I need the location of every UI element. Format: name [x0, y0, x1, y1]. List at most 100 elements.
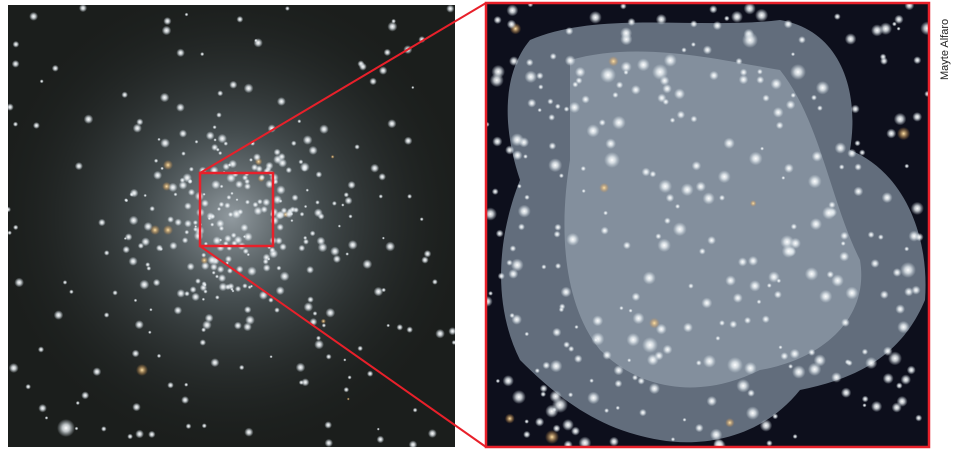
star — [813, 354, 826, 367]
star — [275, 286, 285, 296]
star — [896, 382, 903, 390]
star — [276, 97, 286, 106]
star — [136, 364, 148, 376]
star — [370, 163, 380, 173]
star — [211, 270, 216, 275]
star — [301, 378, 310, 387]
star — [199, 339, 207, 346]
star — [826, 270, 834, 279]
star — [554, 103, 561, 110]
star — [325, 307, 336, 318]
star — [712, 21, 722, 31]
star — [615, 81, 624, 89]
core-glow — [564, 51, 862, 388]
star — [632, 312, 645, 325]
star — [840, 231, 849, 240]
star — [535, 417, 545, 427]
star — [215, 295, 220, 300]
star — [701, 297, 713, 309]
star — [865, 356, 878, 370]
star — [174, 218, 182, 227]
star — [558, 306, 565, 313]
star — [675, 203, 681, 209]
star — [207, 255, 217, 265]
star — [53, 310, 64, 320]
star — [244, 182, 251, 190]
star — [83, 114, 94, 124]
star — [315, 171, 323, 178]
star — [781, 175, 786, 180]
star — [357, 345, 364, 352]
star — [103, 250, 110, 256]
star — [252, 201, 259, 208]
star — [51, 64, 59, 72]
star — [762, 94, 770, 102]
star — [218, 282, 228, 292]
star — [511, 390, 526, 404]
star — [879, 290, 889, 300]
zoom-image — [486, 3, 929, 447]
star — [833, 13, 841, 20]
star — [715, 335, 721, 341]
star — [822, 206, 836, 220]
stars — [486, 3, 929, 447]
star — [260, 205, 268, 214]
star — [330, 154, 335, 159]
star — [792, 434, 798, 439]
star — [552, 397, 568, 413]
star — [378, 173, 387, 181]
star — [757, 68, 763, 75]
star — [135, 429, 145, 439]
star — [626, 333, 640, 347]
star — [723, 137, 735, 149]
star — [620, 27, 633, 40]
star — [131, 349, 140, 358]
star — [839, 251, 850, 262]
star — [324, 438, 333, 447]
star — [657, 238, 671, 253]
star — [900, 262, 916, 278]
star — [167, 381, 174, 389]
star — [219, 238, 223, 242]
star — [226, 267, 233, 274]
star — [137, 242, 144, 249]
star — [404, 136, 413, 145]
star — [247, 266, 257, 277]
star — [888, 351, 902, 366]
star — [915, 414, 923, 422]
star — [244, 306, 252, 314]
star — [574, 324, 579, 330]
star — [325, 353, 332, 360]
star — [790, 52, 796, 57]
star — [681, 47, 687, 53]
star — [493, 15, 502, 25]
star — [749, 200, 757, 207]
star — [628, 308, 633, 313]
star — [854, 163, 862, 171]
star — [74, 162, 83, 171]
star — [808, 348, 816, 356]
star — [385, 241, 396, 252]
star — [8, 230, 12, 236]
star — [448, 327, 455, 336]
star — [871, 24, 884, 37]
star — [655, 233, 662, 240]
star — [665, 193, 675, 203]
star — [143, 193, 147, 198]
star — [240, 223, 249, 232]
star — [78, 5, 88, 13]
star — [560, 286, 572, 298]
star — [270, 216, 279, 226]
star — [366, 370, 374, 377]
star — [235, 265, 244, 274]
star — [262, 264, 271, 272]
star — [358, 62, 367, 71]
star — [695, 360, 702, 366]
star — [599, 182, 609, 193]
star — [604, 152, 620, 168]
star — [669, 117, 676, 123]
star — [920, 21, 929, 36]
star — [284, 210, 294, 219]
star — [510, 133, 524, 147]
star — [702, 45, 713, 55]
